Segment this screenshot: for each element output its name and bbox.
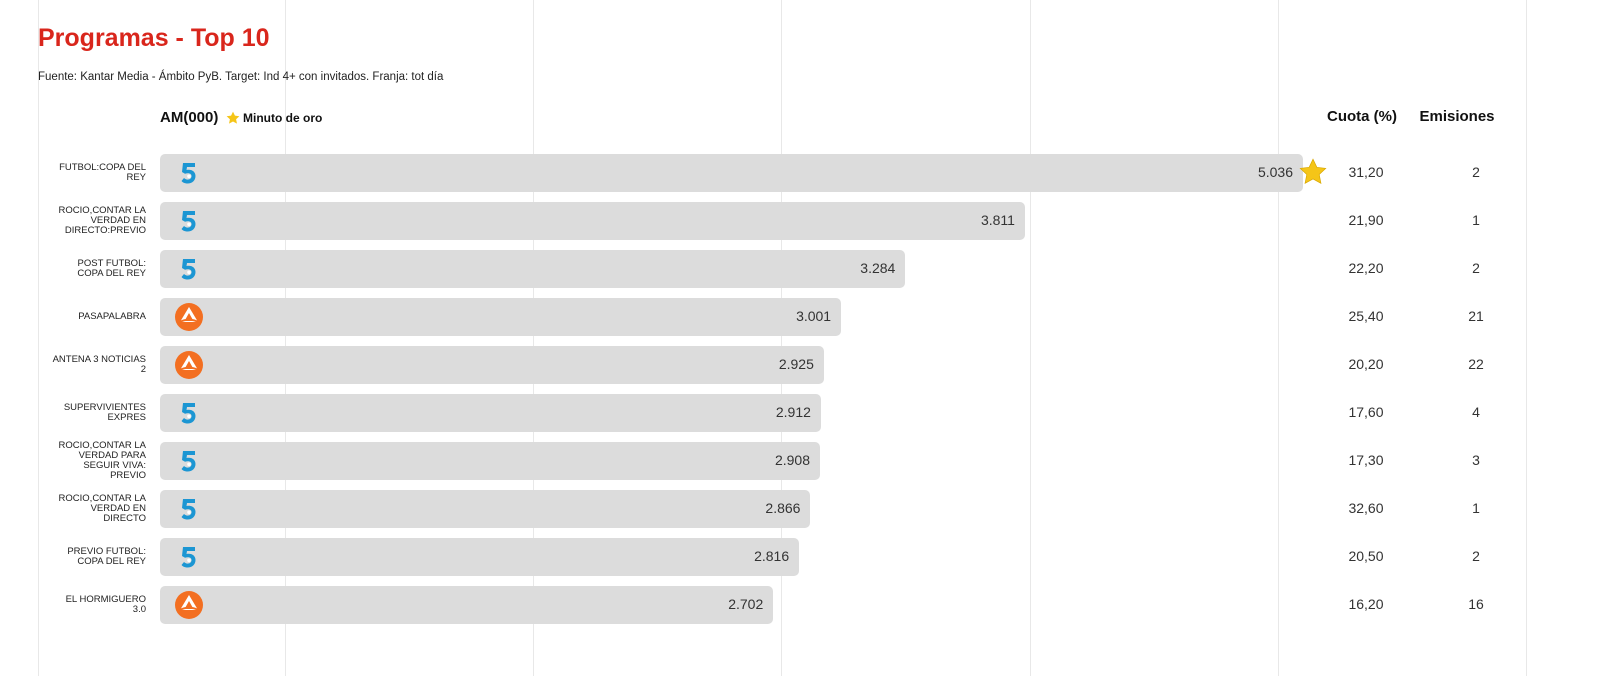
broadcasts-value: 2 (1472, 548, 1480, 564)
channel-logo (174, 158, 204, 188)
broadcasts-value: 2 (1472, 260, 1480, 276)
channel-logo (174, 542, 204, 572)
share-value: 32,60 (1348, 500, 1384, 516)
bar (160, 346, 824, 384)
channel-logo (174, 590, 204, 620)
category-label: PREVIO FUTBOL: COPA DEL REY (67, 546, 146, 567)
legend-star (226, 111, 240, 124)
value-label: 3.284 (860, 260, 896, 276)
share-value: 21,90 (1348, 212, 1384, 228)
category-label: ANTENA 3 NOTICIAS 2 (52, 354, 146, 375)
broadcasts-value: 22 (1468, 356, 1484, 372)
channel-logo (174, 254, 204, 284)
broadcasts-value: 21 (1468, 308, 1484, 324)
share-value: 17,30 (1348, 452, 1384, 468)
channel-logo (174, 398, 204, 428)
column-header: Cuota (%) (1327, 108, 1397, 125)
bar (160, 202, 1025, 240)
channel-logo (174, 494, 204, 524)
category-label: ROCIO,CONTAR LA VERDAD PARA SEGUIR VIVA:… (58, 440, 146, 481)
bar (160, 298, 842, 336)
value-label: 2.816 (754, 548, 790, 564)
share-value: 17,60 (1348, 404, 1384, 420)
broadcasts-value: 1 (1472, 212, 1480, 228)
chart-title: Programas - Top 10 (38, 24, 270, 52)
broadcasts-value: 2 (1472, 164, 1480, 180)
broadcasts-value: 4 (1472, 404, 1480, 420)
chart-subtitle: Fuente: Kantar Media - Ámbito PyB. Targe… (38, 71, 444, 83)
bar (160, 538, 800, 576)
value-label: 3.001 (796, 308, 832, 324)
value-label: 2.908 (774, 452, 811, 468)
column-line (781, 0, 782, 676)
share-value: 31,20 (1348, 164, 1384, 180)
broadcasts-value: 16 (1468, 596, 1484, 612)
column-line (1526, 0, 1527, 676)
category-label: SUPERVIVIENTES EXPRES (63, 402, 146, 423)
column-line (38, 0, 39, 676)
share-value: 20,20 (1348, 356, 1384, 372)
channel-logo (174, 446, 204, 476)
value-label: 2.912 (775, 404, 811, 420)
bar (160, 394, 821, 432)
broadcasts-value: 3 (1472, 452, 1480, 468)
column-line (1030, 0, 1031, 676)
column-header: Emisiones (1419, 108, 1495, 125)
bar (160, 250, 906, 288)
column-line (1278, 0, 1279, 676)
bar (160, 490, 811, 528)
share-value: 16,20 (1348, 596, 1384, 612)
legend-label: Minuto de oro (243, 111, 323, 125)
legend: Minuto de oro (226, 111, 322, 125)
channel-logo (174, 302, 204, 332)
broadcasts-value: 1 (1472, 500, 1480, 516)
value-axis-label: AM(000) (160, 109, 219, 126)
column-line (285, 0, 286, 676)
value-label: 2.925 (778, 356, 814, 372)
share-value: 25,40 (1348, 308, 1384, 324)
bar (160, 442, 821, 480)
share-value: 22,20 (1348, 260, 1384, 276)
value-label: 5.036 (1257, 164, 1293, 180)
share-value: 20,50 (1348, 548, 1384, 564)
bar (160, 154, 1303, 192)
category-label: ROCIO,CONTAR LA VERDAD EN DIRECTO:PREVIO (58, 205, 146, 236)
gold-minute-star (1299, 158, 1327, 191)
bar (160, 586, 774, 624)
category-label: POST FUTBOL: COPA DEL REY (77, 258, 146, 279)
value-label: 2.702 (728, 596, 764, 612)
category-label: FUTBOL:COPA DEL REY (59, 162, 146, 183)
channel-logo (174, 206, 204, 236)
column-line (533, 0, 534, 676)
category-label: EL HORMIGUERO 3.0 (65, 594, 146, 615)
channel-logo (174, 350, 204, 380)
value-label: 3.811 (980, 212, 1015, 228)
category-label: ROCIO,CONTAR LA VERDAD EN DIRECTO (58, 493, 146, 524)
category-label: PASAPALABRA (78, 311, 146, 322)
value-label: 2.866 (765, 500, 801, 516)
